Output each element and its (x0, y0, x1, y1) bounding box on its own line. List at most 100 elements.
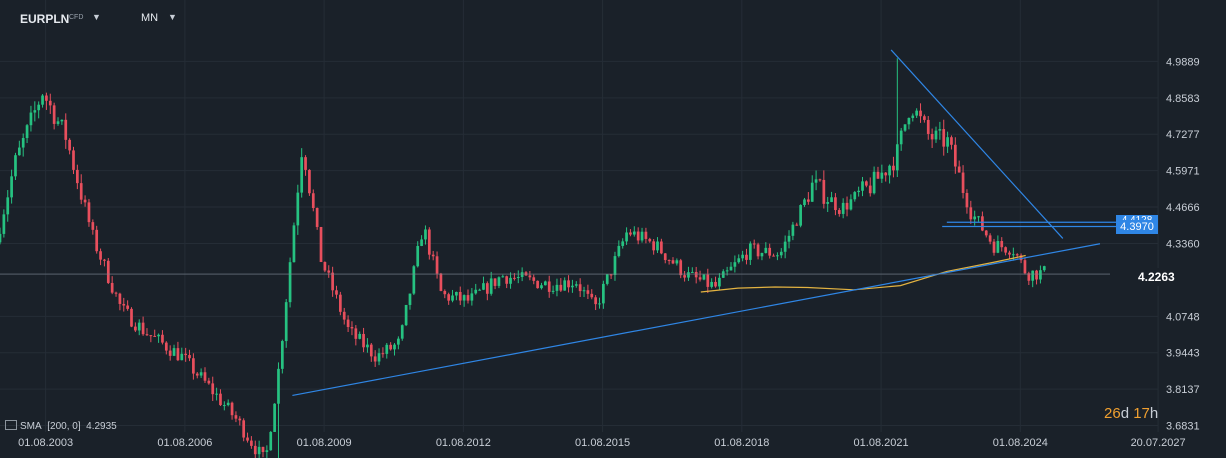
candle-body (872, 171, 876, 194)
candle-body (950, 137, 953, 145)
candle-body (868, 185, 872, 194)
candle-body (1031, 270, 1035, 281)
candle-body (660, 241, 663, 254)
y-tick-label: 4.9889 (1166, 56, 1200, 68)
candle-body (679, 260, 683, 276)
candle-body (663, 253, 667, 261)
candle-body (250, 440, 253, 446)
countdown-days: 26 (1104, 405, 1121, 422)
candle-body (1011, 254, 1015, 256)
candle-body (358, 333, 362, 339)
candle-body (977, 216, 980, 218)
candle-body (501, 276, 505, 278)
candle-body (385, 344, 389, 354)
x-tick-label: 01.08.2021 (854, 437, 909, 449)
candle-body (366, 344, 369, 348)
symbol-chevron-down-icon[interactable]: ▼ (92, 12, 101, 22)
candle-body (87, 202, 91, 223)
candle-body (737, 258, 741, 263)
candle-body (161, 334, 164, 343)
countdown-hours-unit: h (1149, 405, 1159, 422)
candle-body (458, 291, 462, 301)
y-tick-label: 4.5971 (1166, 166, 1200, 178)
candle-body (822, 179, 826, 204)
candle-body (489, 278, 493, 294)
candle-body (17, 147, 21, 156)
candle-body (636, 231, 640, 241)
candle-body (350, 327, 354, 329)
candle-body (652, 241, 656, 251)
candle-body (381, 353, 385, 355)
candle-body (598, 303, 601, 305)
candle-body (884, 172, 888, 176)
indicator-legend[interactable]: SMA [200, 0] 4.2935 (5, 420, 117, 432)
candle-body (756, 244, 760, 257)
candle-body (807, 199, 810, 202)
candle-body (41, 95, 44, 105)
candle-body (315, 208, 319, 227)
candle-body (625, 232, 628, 242)
candle-body (818, 179, 822, 181)
candle-body (435, 256, 439, 274)
candle-body (953, 144, 957, 167)
candle-body (516, 276, 520, 278)
last-price-label: 4.2263 (1110, 268, 1226, 286)
candle-body (37, 104, 41, 111)
chart-toolbar: EURPLN CFD ▼ MN ▼ (0, 0, 400, 36)
candle-body (853, 192, 857, 200)
candle-body (427, 229, 431, 255)
candle-body (911, 115, 915, 118)
candle-body (404, 304, 408, 326)
indicator-name: SMA (20, 421, 42, 432)
candle-body (748, 243, 752, 260)
candle-body (304, 157, 307, 170)
level-label-lower[interactable]: 4.3970 (1116, 220, 1158, 234)
candle-body (493, 278, 497, 286)
candle-body (346, 319, 350, 328)
candle-body (830, 197, 833, 203)
candle-body (783, 241, 787, 252)
y-tick-label: 4.0748 (1166, 311, 1200, 323)
candle-body (157, 334, 160, 337)
candle-body (478, 289, 481, 291)
price-axis: 4.98894.85834.72774.59714.46664.33604.22… (1166, 56, 1200, 432)
candle-body (48, 100, 52, 106)
candle-body (667, 260, 671, 262)
x-tick-label: 01.08.2024 (993, 437, 1048, 449)
candle-body (335, 290, 338, 295)
candle-body (474, 289, 478, 294)
candle-body (184, 353, 188, 356)
level-label-upper[interactable]: 4.4128 (1116, 215, 1158, 221)
candle-body (482, 283, 485, 290)
y-tick-label: 4.8583 (1166, 93, 1200, 105)
timeframe-chevron-down-icon[interactable]: ▼ (168, 12, 177, 22)
indicator-settings-icon[interactable] (5, 420, 17, 430)
candle-body (199, 372, 203, 376)
timeframe-selector[interactable]: MN (141, 12, 159, 24)
y-tick-label: 3.6831 (1166, 421, 1200, 433)
candle-body (219, 393, 222, 406)
candle-body (369, 344, 373, 357)
candle-body (470, 293, 474, 301)
symbol-selector[interactable]: EURPLN (20, 12, 70, 26)
candle-body (992, 241, 996, 253)
candle-body (110, 282, 114, 293)
candle-body (721, 271, 725, 278)
candle-body (211, 383, 215, 395)
candle-body (876, 171, 880, 179)
candle-body (768, 247, 772, 256)
candle-body (741, 254, 744, 259)
candle-body (141, 322, 145, 335)
candle-body (265, 450, 269, 453)
candle-body (447, 294, 451, 301)
candle-body (899, 130, 903, 145)
candle-body (690, 271, 694, 273)
candle-body (586, 290, 590, 294)
candle-body (946, 137, 949, 147)
candle-body (969, 207, 973, 220)
candle-body (547, 281, 551, 292)
candle-body (1019, 255, 1023, 261)
countdown-days-unit: d (1120, 405, 1130, 422)
candle-body (837, 210, 841, 214)
